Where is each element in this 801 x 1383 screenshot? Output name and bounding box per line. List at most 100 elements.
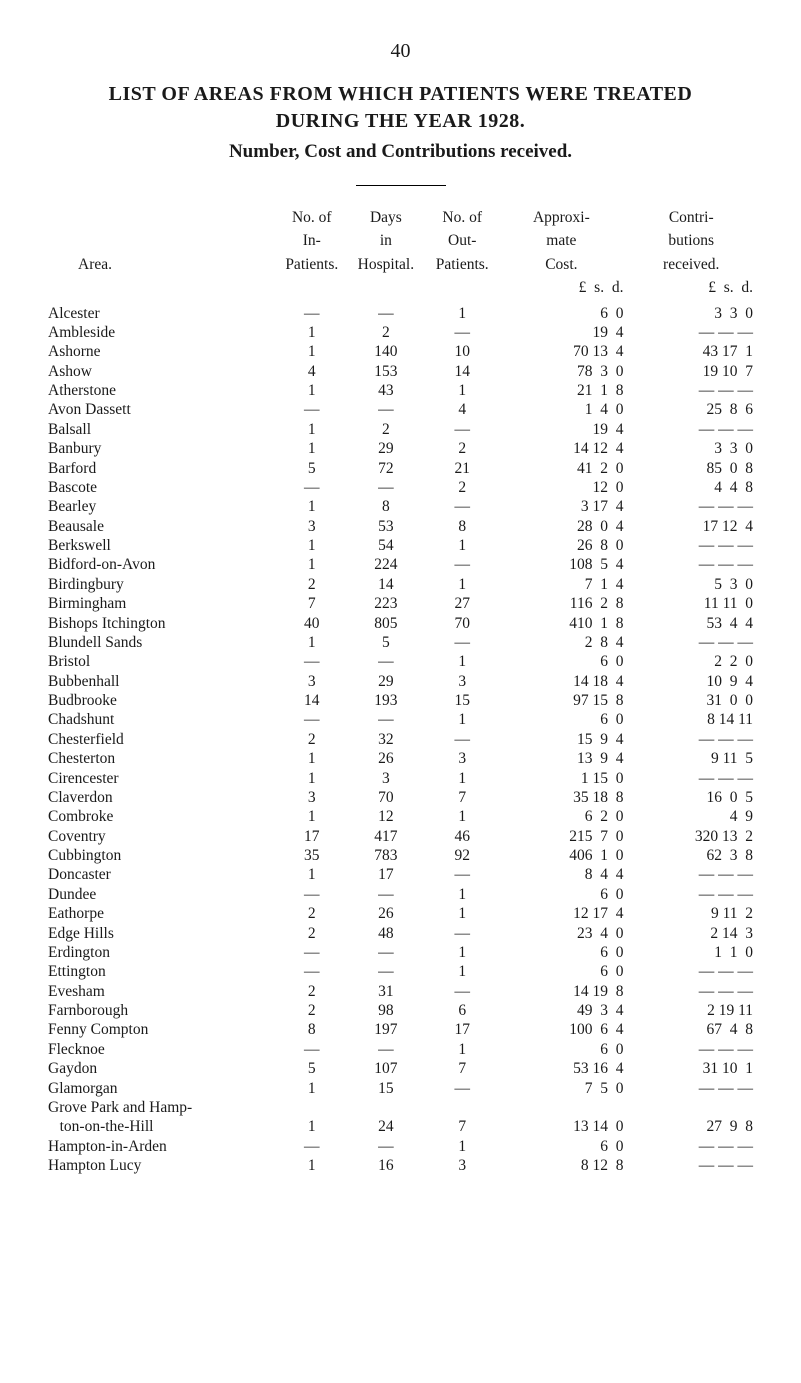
cell-contrib: 53 4 4: [629, 614, 753, 633]
cell-cost: 70 13 4: [499, 342, 629, 361]
cell-contrib: — — —: [629, 730, 753, 749]
cell-area: Eathorpe: [48, 904, 277, 923]
cell-days: —: [347, 652, 426, 671]
cell-in: —: [277, 478, 347, 497]
cell-contrib: — — —: [629, 555, 753, 574]
cell-days: 31: [347, 982, 426, 1001]
cell-cost: 7 1 4: [499, 575, 629, 594]
table-row: Gaydon5107753 16 431 10 1: [48, 1059, 753, 1078]
cell-contrib: — — —: [629, 420, 753, 439]
table-row: Bascote——212 04 4 8: [48, 478, 753, 497]
cell-cost: 14 12 4: [499, 439, 629, 458]
cell-contrib: 31 10 1: [629, 1059, 753, 1078]
cell-in: 1: [277, 633, 347, 652]
table-row: Bristol——16 02 2 0: [48, 652, 753, 671]
cell-area: Cubbington: [48, 846, 277, 865]
title-line-1: LIST OF AREAS FROM WHICH PATIENTS WERE T…: [48, 81, 753, 108]
cell-days: 17: [347, 865, 426, 884]
cell-out: —: [425, 555, 499, 574]
cell-out: 3: [425, 672, 499, 691]
cell-area: Barford: [48, 459, 277, 478]
cell-cost: 6 0: [499, 943, 629, 962]
cell-area: Avon Dassett: [48, 400, 277, 419]
table-row: Cubbington3578392406 1 062 3 8: [48, 846, 753, 865]
cell-out: 2: [425, 439, 499, 458]
cell-cost: 116 2 8: [499, 594, 629, 613]
cell-days: [347, 1098, 426, 1117]
cell-area: Ashow: [48, 362, 277, 381]
cell-out: 4: [425, 400, 499, 419]
cell-cost: 406 1 0: [499, 846, 629, 865]
cell-area: Bidford-on-Avon: [48, 555, 277, 574]
cell-out: —: [425, 633, 499, 652]
table-row: Balsall12—19 4— — —: [48, 420, 753, 439]
table-row: Ettington——16 0— — —: [48, 962, 753, 981]
cell-contrib: 9 11 5: [629, 749, 753, 768]
cell-days: 29: [347, 439, 426, 458]
cell-contrib: 17 12 4: [629, 517, 753, 536]
cell-out: 21: [425, 459, 499, 478]
table-row: Cirencester1311 15 0— — —: [48, 769, 753, 788]
header-in-2: In-: [277, 231, 347, 254]
data-table: Area. No. of Days No. of Approxi- Contri…: [48, 208, 753, 1175]
table-row: Edge Hills248—23 4 02 14 3: [48, 924, 753, 943]
cell-cost: 26 8 0: [499, 536, 629, 555]
header-contrib-2: butions: [629, 231, 753, 254]
cell-days: 140: [347, 342, 426, 361]
cell-cost: 7 5 0: [499, 1079, 629, 1098]
cell-area: Bristol: [48, 652, 277, 671]
cell-out: 1: [425, 575, 499, 594]
cell-days: 48: [347, 924, 426, 943]
cell-cost: 410 1 8: [499, 614, 629, 633]
cell-contrib: — — —: [629, 536, 753, 555]
cell-in: —: [277, 943, 347, 962]
cell-area: Blundell Sands: [48, 633, 277, 652]
table-row: Bidford-on-Avon1224—108 5 4— — —: [48, 555, 753, 574]
cell-out: 3: [425, 749, 499, 768]
cell-cost: 13 14 0: [499, 1117, 629, 1136]
cell-out: 1: [425, 1040, 499, 1059]
cell-cost: 19 4: [499, 420, 629, 439]
cell-cost: 1 4 0: [499, 400, 629, 419]
cell-days: 53: [347, 517, 426, 536]
table-row: Flecknoe——16 0— — —: [48, 1040, 753, 1059]
cell-contrib: — — —: [629, 633, 753, 652]
cell-out: 8: [425, 517, 499, 536]
table-row: Bishops Itchington4080570410 1 853 4 4: [48, 614, 753, 633]
cell-out: 70: [425, 614, 499, 633]
cell-out: —: [425, 1079, 499, 1098]
cell-in: 1: [277, 381, 347, 400]
cell-out: —: [425, 865, 499, 884]
cell-in: —: [277, 962, 347, 981]
cell-cost: 8 12 8: [499, 1156, 629, 1175]
cell-days: 2: [347, 420, 426, 439]
table-row: Blundell Sands15—2 8 4— — —: [48, 633, 753, 652]
cell-cost: 97 15 8: [499, 691, 629, 710]
cell-contrib: 3 3 0: [629, 304, 753, 323]
cell-days: 224: [347, 555, 426, 574]
cell-days: 12: [347, 807, 426, 826]
table-row: Chesterton126313 9 49 11 5: [48, 749, 753, 768]
cell-cost: 19 4: [499, 323, 629, 342]
table-row: Berkswell154126 8 0— — —: [48, 536, 753, 555]
cell-in: 5: [277, 459, 347, 478]
cell-out: 1: [425, 943, 499, 962]
cell-area: Banbury: [48, 439, 277, 458]
cell-out: 1: [425, 962, 499, 981]
cell-cost: 14 19 8: [499, 982, 629, 1001]
cell-days: 29: [347, 672, 426, 691]
page: 40 LIST OF AREAS FROM WHICH PATIENTS WER…: [0, 0, 801, 1215]
cell-out: 10: [425, 342, 499, 361]
cell-cost: 108 5 4: [499, 555, 629, 574]
cell-contrib: 2 2 0: [629, 652, 753, 671]
cell-contrib: 11 11 0: [629, 594, 753, 613]
cell-cost: 41 2 0: [499, 459, 629, 478]
cell-in: 1: [277, 536, 347, 555]
cell-out: 1: [425, 304, 499, 323]
cell-area: Bubbenhall: [48, 672, 277, 691]
header-cost-2: mate: [499, 231, 629, 254]
cell-in: 1: [277, 555, 347, 574]
cell-days: 197: [347, 1020, 426, 1039]
cell-area: Birmingham: [48, 594, 277, 613]
cell-in: 2: [277, 904, 347, 923]
